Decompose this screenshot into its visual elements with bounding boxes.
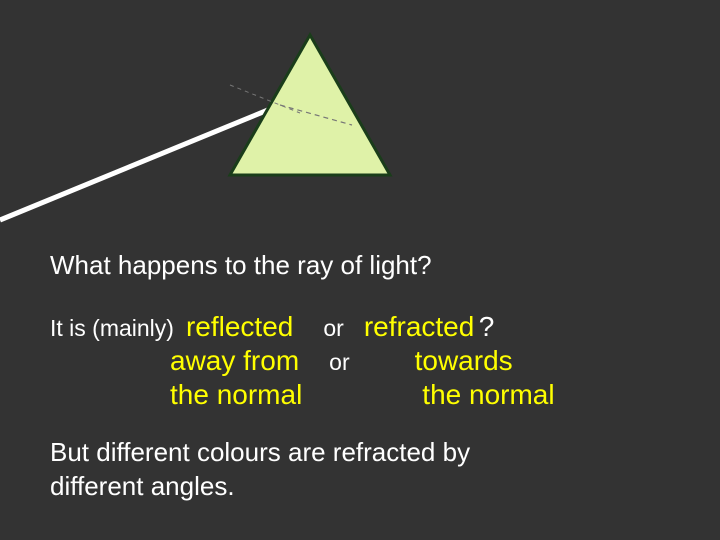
option-reflected: reflected [186,311,293,343]
prism-diagram [0,0,720,230]
diagram-svg [0,0,720,230]
note-line-1: But different colours are refracted by [50,437,470,467]
note-text: But different colours are refracted by d… [50,436,670,504]
question-mark: ? [479,311,495,343]
prism-triangle [230,35,390,175]
sub-normal-1: the normal [170,379,302,411]
answer-row-2: away from or towards [50,345,670,377]
answer-row-1: It is (mainly) reflected or refracted ? [50,311,670,343]
lead-text: It is (mainly) [50,315,174,342]
or-1: or [323,315,343,342]
sub-normal-2: the normal [422,379,554,411]
sub-away-from: away from [170,345,299,377]
text-content: What happens to the ray of light? It is … [50,250,670,504]
note-line-2: different angles. [50,471,235,501]
or-2: or [329,349,349,376]
question-text: What happens to the ray of light? [50,250,670,281]
answer-row-3: the normal the normal [50,379,670,411]
option-refracted: refracted [364,311,475,343]
answer-block: It is (mainly) reflected or refracted ? … [50,311,670,411]
sub-towards: towards [415,345,513,377]
